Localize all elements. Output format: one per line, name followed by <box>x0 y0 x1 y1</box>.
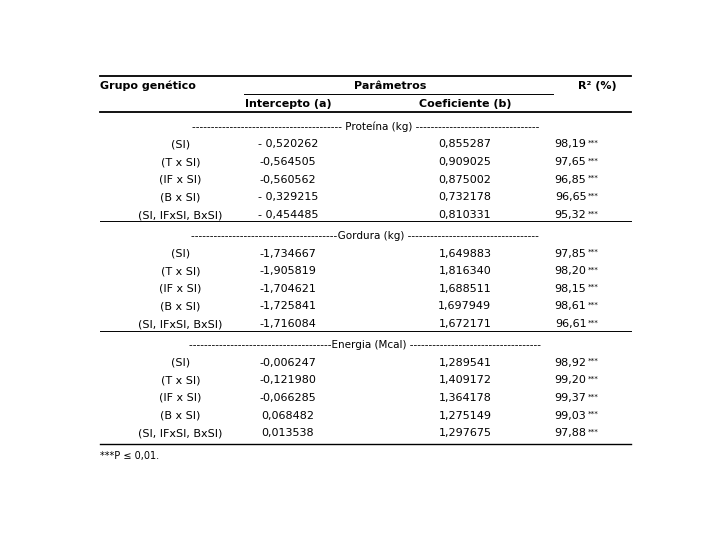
Text: ***: *** <box>588 284 599 290</box>
Text: -1,734667: -1,734667 <box>260 249 317 258</box>
Text: 0,810331: 0,810331 <box>438 210 491 220</box>
Text: -0,006247: -0,006247 <box>260 358 317 368</box>
Text: (SI, IFxSI, BxSI): (SI, IFxSI, BxSI) <box>138 428 222 438</box>
Text: 1,649883: 1,649883 <box>438 249 491 258</box>
Text: ***: *** <box>588 267 599 273</box>
Text: - 0,520262: - 0,520262 <box>258 140 318 149</box>
Text: ***: *** <box>588 157 599 163</box>
Text: (B x SI): (B x SI) <box>160 192 200 203</box>
Text: --------------------------------------Energia (Mcal) ---------------------------: --------------------------------------En… <box>190 340 541 350</box>
Text: 1,688511: 1,688511 <box>438 284 491 294</box>
Text: ***: *** <box>588 358 599 364</box>
Text: 98,92: 98,92 <box>555 358 587 368</box>
Text: ***: *** <box>588 210 599 217</box>
Text: 95,32: 95,32 <box>555 210 587 220</box>
Text: 98,19: 98,19 <box>555 140 587 149</box>
Text: 97,65: 97,65 <box>555 157 587 167</box>
Text: 99,37: 99,37 <box>555 393 587 403</box>
Text: (B x SI): (B x SI) <box>160 411 200 421</box>
Text: 96,85: 96,85 <box>555 175 587 185</box>
Text: 0,732178: 0,732178 <box>438 192 491 203</box>
Text: ---------------------------------------Gordura (kg) ----------------------------: ---------------------------------------G… <box>192 231 539 241</box>
Text: 96,65: 96,65 <box>555 192 587 203</box>
Text: (IF x SI): (IF x SI) <box>159 393 202 403</box>
Text: -0,564505: -0,564505 <box>260 157 317 167</box>
Text: (SI, IFxSI, BxSI): (SI, IFxSI, BxSI) <box>138 210 222 220</box>
Text: Grupo genético: Grupo genético <box>100 80 196 91</box>
Text: -0,560562: -0,560562 <box>260 175 317 185</box>
Text: 1,409172: 1,409172 <box>438 375 491 386</box>
Text: 99,03: 99,03 <box>555 411 587 421</box>
Text: 1,289541: 1,289541 <box>438 358 491 368</box>
Text: (T x SI): (T x SI) <box>160 375 200 386</box>
Text: ***P ≤ 0,01.: ***P ≤ 0,01. <box>100 451 159 461</box>
Text: ***: *** <box>588 140 599 146</box>
Text: 1,672171: 1,672171 <box>438 319 491 329</box>
Text: -0,121980: -0,121980 <box>260 375 317 386</box>
Text: ***: *** <box>588 428 599 434</box>
Text: ***: *** <box>588 411 599 417</box>
Text: (SI): (SI) <box>170 249 190 258</box>
Text: 0,855287: 0,855287 <box>438 140 491 149</box>
Text: ***: *** <box>588 249 599 255</box>
Text: 1,297675: 1,297675 <box>438 428 491 438</box>
Text: -1,725841: -1,725841 <box>260 301 317 312</box>
Text: 98,20: 98,20 <box>555 266 587 276</box>
Text: (B x SI): (B x SI) <box>160 301 200 312</box>
Text: - 0,329215: - 0,329215 <box>258 192 318 203</box>
Text: R² (%): R² (%) <box>578 81 617 91</box>
Text: 98,61: 98,61 <box>555 301 587 312</box>
Text: - 0,454485: - 0,454485 <box>258 210 318 220</box>
Text: (SI): (SI) <box>170 358 190 368</box>
Text: -1,716084: -1,716084 <box>260 319 317 329</box>
Text: 0,068482: 0,068482 <box>262 411 314 421</box>
Text: 1,275149: 1,275149 <box>438 411 491 421</box>
Text: ***: *** <box>588 393 599 399</box>
Text: (SI, IFxSI, BxSI): (SI, IFxSI, BxSI) <box>138 319 222 329</box>
Text: Intercepto (a): Intercepto (a) <box>245 99 332 109</box>
Text: 1,697949: 1,697949 <box>438 301 491 312</box>
Text: 0,013538: 0,013538 <box>262 428 314 438</box>
Text: Parâmetros: Parâmetros <box>354 81 426 91</box>
Text: 98,15: 98,15 <box>555 284 587 294</box>
Text: -0,066285: -0,066285 <box>260 393 317 403</box>
Text: ***: *** <box>588 193 599 199</box>
Text: ---------------------------------------- Proteína (kg) -------------------------: ----------------------------------------… <box>192 122 539 132</box>
Text: (IF x SI): (IF x SI) <box>159 284 202 294</box>
Text: (SI): (SI) <box>170 140 190 149</box>
Text: ***: *** <box>588 175 599 181</box>
Text: 1,816340: 1,816340 <box>438 266 491 276</box>
Text: 96,61: 96,61 <box>555 319 587 329</box>
Text: 0,909025: 0,909025 <box>438 157 491 167</box>
Text: ***: *** <box>588 302 599 308</box>
Text: 99,20: 99,20 <box>555 375 587 386</box>
Text: -1,905819: -1,905819 <box>260 266 317 276</box>
Text: -1,704621: -1,704621 <box>260 284 317 294</box>
Text: 97,88: 97,88 <box>555 428 587 438</box>
Text: (IF x SI): (IF x SI) <box>159 175 202 185</box>
Text: (T x SI): (T x SI) <box>160 266 200 276</box>
Text: 0,875002: 0,875002 <box>438 175 491 185</box>
Text: (T x SI): (T x SI) <box>160 157 200 167</box>
Text: 1,364178: 1,364178 <box>438 393 491 403</box>
Text: ***: *** <box>588 319 599 325</box>
Text: 97,85: 97,85 <box>555 249 587 258</box>
Text: ***: *** <box>588 376 599 382</box>
Text: Coeficiente (b): Coeficiente (b) <box>419 99 511 109</box>
